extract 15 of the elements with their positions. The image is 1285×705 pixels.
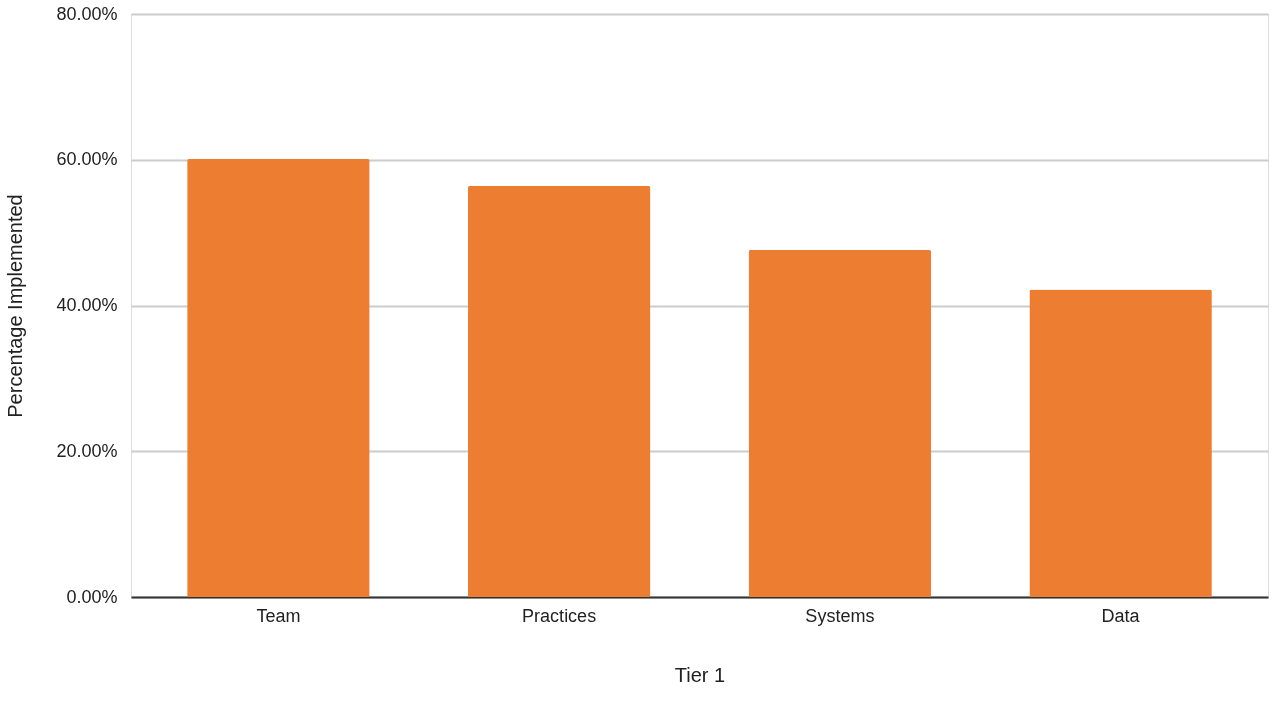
- y-axis-title: Percentage Implemented: [4, 194, 27, 418]
- y-tick-label: 40.00%: [56, 295, 118, 315]
- x-tick-label: Team: [256, 605, 301, 626]
- bar: [467, 185, 651, 597]
- x-tick-label: Practices: [522, 605, 597, 626]
- x-tick-label: Systems: [805, 605, 875, 626]
- x-axis-title: Tier 1: [674, 663, 726, 686]
- y-tick-label: 20.00%: [56, 440, 118, 461]
- y-tick-label: 60.00%: [56, 149, 118, 170]
- y-tick-label: 0.00%: [66, 586, 118, 607]
- x-tick-label: Data: [1101, 605, 1141, 626]
- bar: [748, 250, 932, 597]
- y-tick-label: 80.00%: [56, 3, 118, 24]
- bar: [187, 159, 370, 597]
- bar: [1029, 289, 1212, 597]
